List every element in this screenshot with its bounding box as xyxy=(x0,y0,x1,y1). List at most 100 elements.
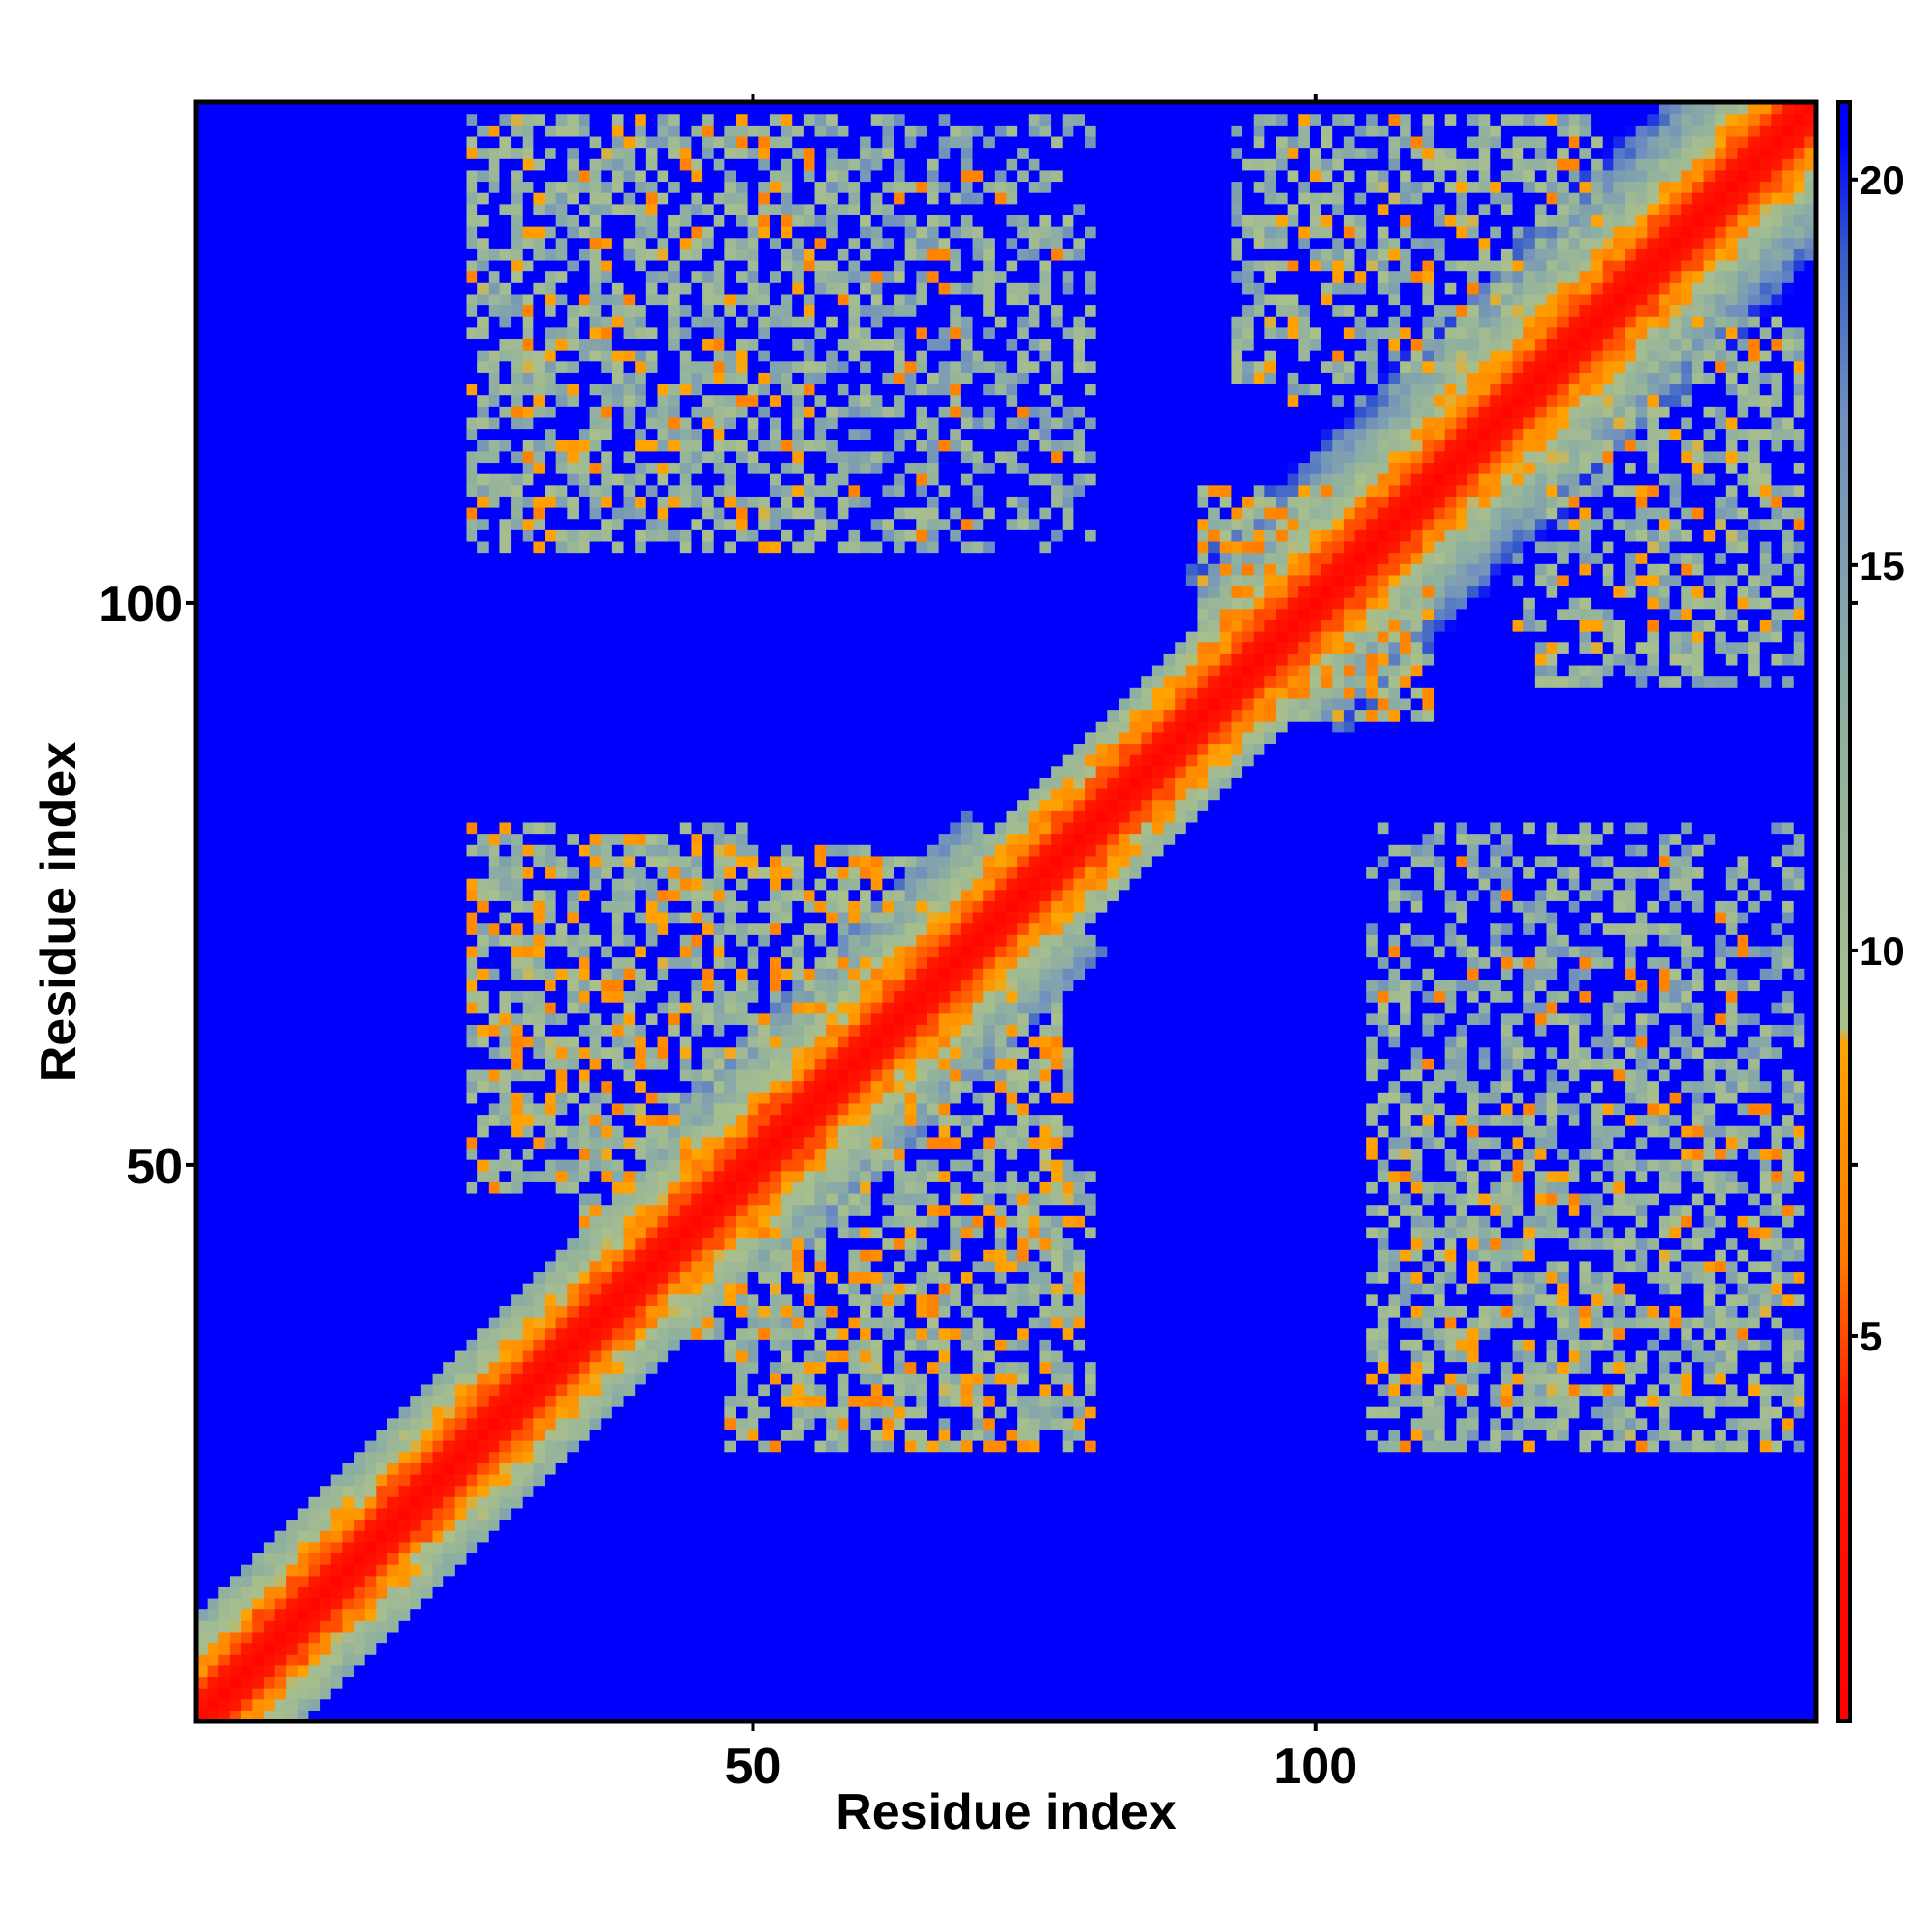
heatmap-cell xyxy=(320,1271,332,1284)
heatmap-cell xyxy=(241,158,253,171)
heatmap-cells xyxy=(196,102,1817,1722)
heatmap-cell xyxy=(364,1046,377,1059)
heatmap-cell xyxy=(443,350,456,362)
heatmap-cell xyxy=(567,1080,580,1093)
heatmap-cell xyxy=(308,203,321,215)
heatmap-cell xyxy=(443,282,456,295)
heatmap-cell xyxy=(196,1271,209,1284)
heatmap-cell xyxy=(376,1463,388,1475)
heatmap-cell xyxy=(218,226,231,239)
heatmap-cell xyxy=(218,462,231,474)
heatmap-cell xyxy=(511,1586,524,1599)
heatmap-cell xyxy=(286,1417,298,1430)
heatmap-cell xyxy=(420,327,434,340)
heatmap-cell xyxy=(410,496,422,508)
heatmap-cell xyxy=(567,1373,580,1385)
heatmap-cell xyxy=(297,1642,310,1655)
heatmap-cell xyxy=(511,428,524,440)
heatmap-cell xyxy=(555,664,568,677)
heatmap-cell xyxy=(477,226,490,239)
heatmap-cell xyxy=(263,1519,276,1531)
heatmap-cell xyxy=(354,1530,366,1543)
heatmap-cell xyxy=(196,507,209,520)
heatmap-cell xyxy=(398,1417,411,1430)
heatmap-cell xyxy=(488,1586,501,1599)
heatmap-cell xyxy=(229,383,242,396)
heatmap-cell xyxy=(466,934,478,947)
heatmap-cell xyxy=(410,1102,422,1116)
heatmap-cell xyxy=(466,867,478,879)
heatmap-cell xyxy=(545,1350,557,1363)
heatmap-cell xyxy=(420,1373,434,1385)
heatmap-cell xyxy=(241,350,253,362)
heatmap-cell xyxy=(376,787,388,801)
heatmap-cell xyxy=(410,810,422,823)
heatmap-cell xyxy=(320,327,332,340)
heatmap-cell xyxy=(218,496,231,508)
heatmap-cell xyxy=(454,350,468,362)
heatmap-cell xyxy=(252,147,265,159)
heatmap-cell xyxy=(567,1631,580,1644)
heatmap-cell xyxy=(488,968,501,980)
heatmap-cell xyxy=(511,259,524,272)
heatmap-cell xyxy=(241,192,253,205)
heatmap-cell xyxy=(466,1102,478,1116)
heatmap-cell xyxy=(196,1327,209,1340)
heatmap-cell xyxy=(376,226,388,239)
heatmap-cell xyxy=(522,889,534,901)
heatmap-cell xyxy=(410,214,422,227)
heatmap-cell xyxy=(229,799,242,811)
heatmap-cell xyxy=(386,304,400,317)
heatmap-cell xyxy=(364,1024,377,1037)
heatmap-cell xyxy=(420,687,434,699)
heatmap-cell xyxy=(398,912,411,924)
heatmap-cell xyxy=(511,1125,524,1138)
heatmap-cell xyxy=(297,675,310,688)
heatmap-cell xyxy=(354,675,366,688)
heatmap-cell xyxy=(376,821,388,835)
heatmap-cell xyxy=(320,440,332,452)
heatmap-cell xyxy=(342,259,355,272)
heatmap-cell xyxy=(466,1642,478,1655)
heatmap-cell xyxy=(196,675,209,688)
heatmap-cell xyxy=(274,540,287,554)
heatmap-cell xyxy=(286,1024,298,1037)
heatmap-cell xyxy=(342,440,355,452)
heatmap-cell xyxy=(342,619,355,632)
heatmap-cell xyxy=(533,1148,546,1160)
heatmap-cell xyxy=(398,687,411,699)
heatmap-cell xyxy=(511,1564,524,1577)
heatmap-cell xyxy=(432,1597,444,1610)
heatmap-cell xyxy=(364,473,377,486)
heatmap-cell xyxy=(555,585,568,598)
heatmap-cell xyxy=(207,1642,219,1655)
heatmap-cell xyxy=(252,518,265,530)
heatmap-cell xyxy=(545,878,557,891)
heatmap-cell xyxy=(477,1092,490,1104)
heatmap-cell xyxy=(376,1564,388,1577)
heatmap-cell xyxy=(241,203,253,215)
heatmap-cell xyxy=(342,406,355,418)
heatmap-cell xyxy=(320,1463,332,1475)
heatmap-cell xyxy=(376,169,388,183)
heatmap-cell xyxy=(454,765,468,778)
heatmap-cell xyxy=(555,1676,568,1689)
heatmap-cell xyxy=(511,135,524,149)
heatmap-cell xyxy=(229,889,242,901)
heatmap-cell xyxy=(545,338,557,351)
heatmap-cell xyxy=(420,1541,434,1554)
heatmap-cell xyxy=(522,293,534,306)
heatmap-cell xyxy=(386,968,400,980)
heatmap-cell xyxy=(342,968,355,980)
heatmap-cell xyxy=(410,1620,422,1633)
heatmap-cell xyxy=(488,1530,501,1543)
heatmap-cell xyxy=(252,1440,265,1453)
heatmap-cell xyxy=(545,721,557,733)
heatmap-cell xyxy=(499,1373,512,1385)
heatmap-cell xyxy=(477,1068,490,1082)
heatmap-cell xyxy=(555,1688,568,1700)
heatmap-cell xyxy=(398,597,411,610)
heatmap-cell xyxy=(488,787,501,801)
heatmap-cell xyxy=(229,1339,242,1351)
heatmap-cell xyxy=(252,787,265,801)
